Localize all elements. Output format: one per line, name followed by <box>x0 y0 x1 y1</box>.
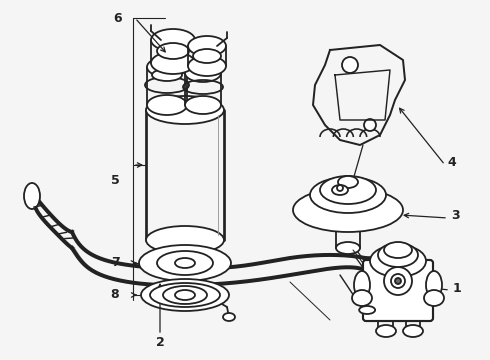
Ellipse shape <box>293 188 403 232</box>
Ellipse shape <box>424 290 444 306</box>
Ellipse shape <box>151 52 195 74</box>
Ellipse shape <box>185 96 221 114</box>
Ellipse shape <box>139 245 231 281</box>
Ellipse shape <box>175 258 195 268</box>
Ellipse shape <box>151 29 195 51</box>
Ellipse shape <box>376 325 396 337</box>
Ellipse shape <box>354 271 370 299</box>
Text: 1: 1 <box>453 282 462 294</box>
Ellipse shape <box>370 245 426 277</box>
Ellipse shape <box>147 57 187 77</box>
Circle shape <box>391 274 405 288</box>
Ellipse shape <box>403 325 423 337</box>
Text: 2: 2 <box>156 336 164 348</box>
Ellipse shape <box>146 96 224 124</box>
Ellipse shape <box>157 43 189 59</box>
Ellipse shape <box>384 242 412 258</box>
Circle shape <box>364 119 376 131</box>
Text: 6: 6 <box>114 12 122 24</box>
Circle shape <box>395 278 401 284</box>
Ellipse shape <box>163 286 207 304</box>
Text: 7: 7 <box>111 256 120 270</box>
Text: 3: 3 <box>451 208 459 221</box>
Ellipse shape <box>378 243 418 267</box>
Circle shape <box>384 267 412 295</box>
Ellipse shape <box>338 176 358 188</box>
Ellipse shape <box>147 95 187 115</box>
Ellipse shape <box>141 279 229 311</box>
Text: 4: 4 <box>448 156 456 168</box>
Text: 8: 8 <box>111 288 119 302</box>
Ellipse shape <box>175 290 195 300</box>
Text: 5: 5 <box>111 174 120 186</box>
Circle shape <box>342 57 358 73</box>
Ellipse shape <box>157 251 213 275</box>
Ellipse shape <box>188 56 226 76</box>
Ellipse shape <box>352 290 372 306</box>
Ellipse shape <box>152 69 182 81</box>
FancyBboxPatch shape <box>363 260 433 321</box>
Ellipse shape <box>336 242 360 254</box>
Circle shape <box>337 185 343 191</box>
Ellipse shape <box>185 64 221 82</box>
Ellipse shape <box>193 49 221 63</box>
Ellipse shape <box>146 226 224 254</box>
Ellipse shape <box>24 183 40 209</box>
Ellipse shape <box>150 283 220 307</box>
Ellipse shape <box>188 36 226 56</box>
Ellipse shape <box>359 306 375 314</box>
Ellipse shape <box>320 176 376 204</box>
Ellipse shape <box>310 177 386 213</box>
Ellipse shape <box>223 313 235 321</box>
Ellipse shape <box>426 271 442 299</box>
Ellipse shape <box>332 185 348 195</box>
